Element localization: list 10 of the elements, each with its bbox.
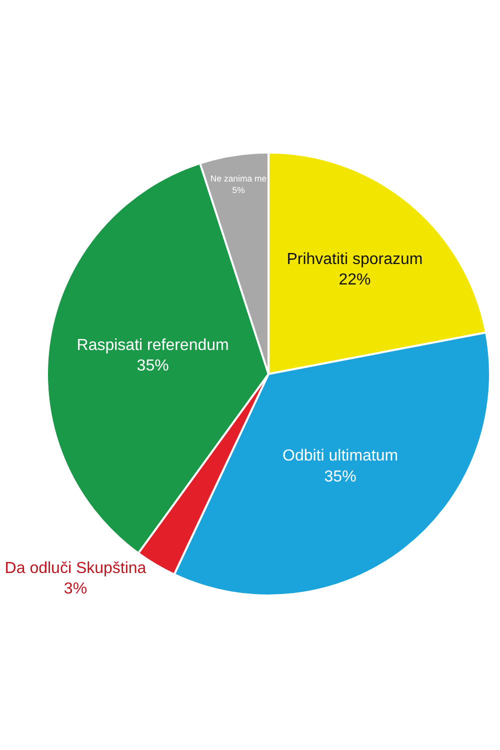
data-label: 3% xyxy=(64,580,88,598)
slice-label: Prihvatiti sporazum xyxy=(286,250,423,268)
data-label: 22% xyxy=(338,272,371,289)
slice-label: Raspisati referendum xyxy=(76,336,229,354)
data-label: 35% xyxy=(324,468,356,486)
data-label: 35% xyxy=(136,358,169,375)
data-label: 5% xyxy=(232,184,246,195)
slice-label: Odbiti ultimatum xyxy=(282,448,398,465)
slice-label: Ne zanima me xyxy=(210,174,267,184)
slice-label: Da odluči Skupština xyxy=(4,560,146,577)
